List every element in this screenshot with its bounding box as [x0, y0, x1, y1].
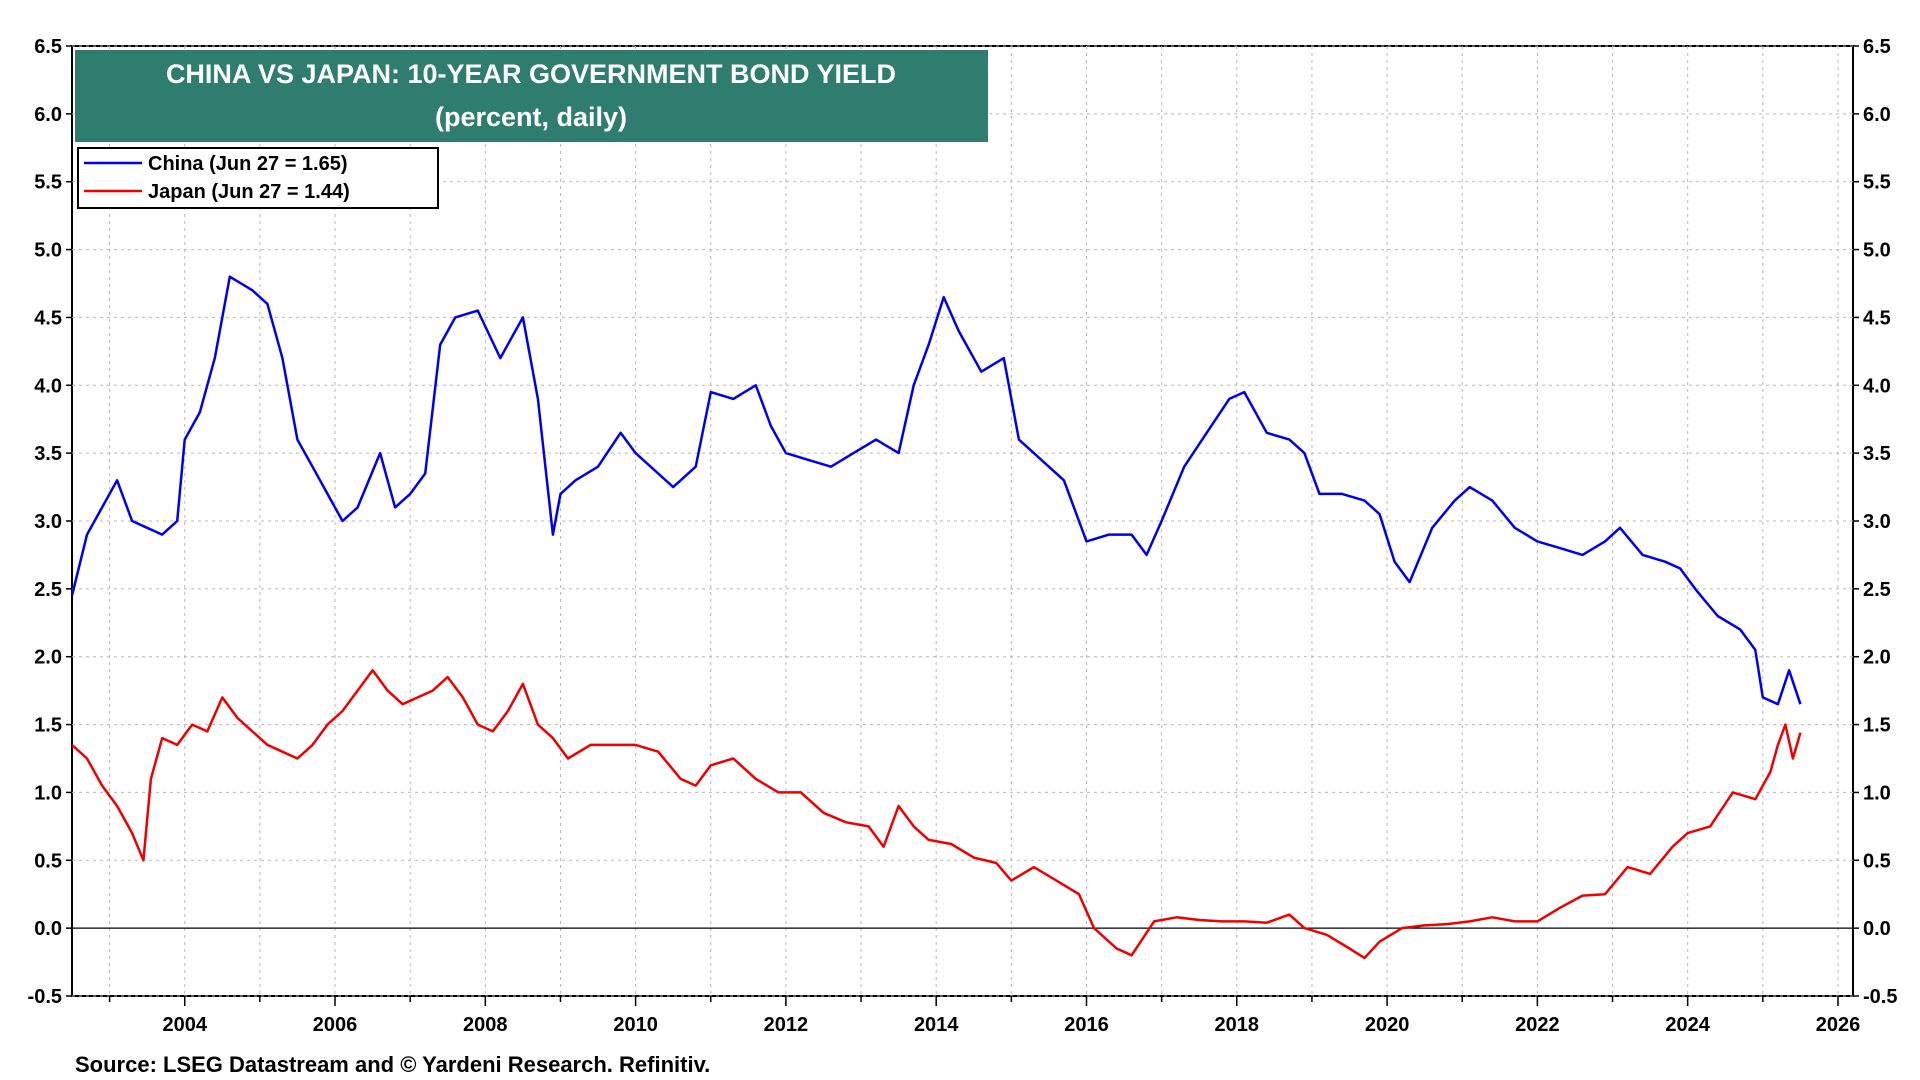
y-tick-label-left: 2.5 [34, 579, 62, 601]
chart-subtitle: (percent, daily) [435, 102, 627, 132]
x-tick-label: 2012 [764, 1014, 809, 1036]
y-tick-label-right: 2.5 [1863, 579, 1891, 601]
legend-japan-label: Japan (Jun 27 = 1.44) [148, 181, 350, 203]
y-tick-label-left: 6.5 [34, 36, 62, 58]
x-tick-label: 2024 [1665, 1014, 1710, 1036]
y-tick-label-left: 5.5 [34, 172, 62, 194]
legend-china-label: China (Jun 27 = 1.65) [148, 153, 348, 175]
y-tick-label-left: 4.5 [34, 307, 62, 329]
y-tick-label-right: 2.0 [1863, 647, 1891, 669]
legend-box [77, 147, 439, 209]
y-tick-label-left: 6.0 [34, 104, 62, 126]
x-tick-label: 2020 [1365, 1014, 1410, 1036]
y-tick-label-right: -0.5 [1863, 986, 1897, 1008]
x-tick-label: 2022 [1515, 1014, 1560, 1036]
x-tick-label: 2006 [313, 1014, 358, 1036]
y-tick-label-right: 0.0 [1863, 918, 1891, 940]
y-tick-label-left: 2.0 [34, 647, 62, 669]
china-series-line [70, 275, 1802, 706]
axis-ticks [66, 45, 1859, 1006]
x-tick-label: 2014 [914, 1014, 959, 1036]
title-box [75, 50, 988, 142]
y-tick-label-right: 1.0 [1863, 782, 1891, 804]
y-tick-label-left: 5.0 [34, 240, 62, 262]
x-tick-label: 2008 [463, 1014, 508, 1036]
y-tick-label-right: 5.5 [1863, 172, 1891, 194]
y-tick-label-right: 6.5 [1863, 36, 1891, 58]
y-tick-label-right: 6.0 [1863, 104, 1891, 126]
y-tick-label-left: 1.0 [34, 782, 62, 804]
y-tick-label-right: 4.0 [1863, 375, 1891, 397]
y-tick-label-left: 0.5 [34, 850, 62, 872]
source-note: Source: LSEG Datastream and © Yardeni Re… [75, 1052, 710, 1077]
x-tick-label: 2026 [1816, 1014, 1861, 1036]
x-tick-label: 2016 [1064, 1014, 1109, 1036]
y-tick-label-left: 0.0 [34, 918, 62, 940]
series-lines [70, 275, 1802, 960]
tick-labels: -0.5 -0.5 0.0 0.0 0.5 0.5 1.0 1.0 1.5 1.5 2.0 2.0 2.… [28, 36, 1898, 1036]
y-tick-label-left: 1.5 [34, 715, 62, 737]
japan-series-line [71, 669, 1802, 960]
y-tick-label-left: 3.0 [34, 511, 62, 533]
y-tick-label-left: -0.5 [28, 986, 62, 1008]
y-tick-label-left: 3.5 [34, 443, 62, 465]
x-tick-label: 2018 [1215, 1014, 1260, 1036]
y-tick-label-left: 4.0 [34, 375, 62, 397]
y-tick-label-right: 5.0 [1863, 240, 1891, 262]
x-tick-label: 2010 [613, 1014, 658, 1036]
y-tick-label-right: 4.5 [1863, 307, 1891, 329]
y-tick-label-right: 3.5 [1863, 443, 1891, 465]
chart-title: CHINA VS JAPAN: 10-YEAR GOVERNMENT BOND … [166, 59, 896, 89]
y-tick-label-right: 3.0 [1863, 511, 1891, 533]
y-tick-label-right: 0.5 [1863, 850, 1891, 872]
x-tick-label: 2004 [162, 1014, 207, 1036]
y-tick-label-right: 1.5 [1863, 715, 1891, 737]
